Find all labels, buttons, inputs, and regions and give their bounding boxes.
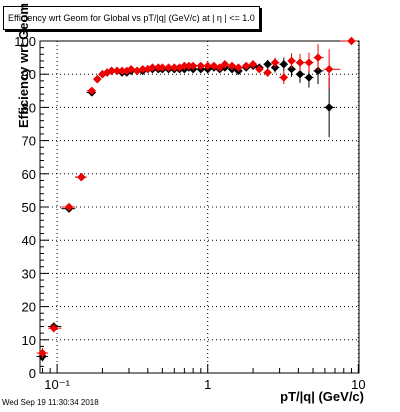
data-point [287,65,296,74]
y-tick-label: 30 [22,266,36,281]
x-tick-label: 10 [351,377,365,392]
data-point [313,66,323,76]
data-point [324,65,334,74]
y-tick-label: 100 [14,34,36,49]
axis-ticks: 0 10 20 30 40 50 60 70 80 90 100 10⁻¹ 1 10 [14,34,365,392]
data-point [175,63,184,72]
data-point [164,63,173,72]
data-point [102,68,112,77]
data-point [112,66,122,76]
series-1 [36,36,358,359]
y-tick-label: 60 [22,167,36,182]
y-axis-label: Efficiency wrt Geom (%) [16,0,31,128]
data-point [295,70,305,79]
data-point [138,65,147,74]
data-point [263,68,272,77]
data-point [324,103,334,112]
data-point [279,73,289,82]
data-point [188,61,198,71]
data-point [77,172,86,182]
data-point [117,66,127,76]
y-tick-label: 70 [22,134,36,149]
data-point [304,73,314,82]
data-point [38,348,47,358]
data-point [347,36,356,46]
data-point [313,53,323,62]
data-point [158,63,167,72]
data-point [132,66,142,76]
data-point [170,63,179,72]
y-tick-label: 0 [29,366,36,381]
data-point [220,60,230,69]
data-point [255,65,264,74]
data-point [49,323,58,333]
data-point [203,61,212,71]
data-point [196,61,206,71]
y-tick-label: 50 [22,200,36,215]
series-0 [36,57,336,362]
data-point [107,66,116,76]
data-point [209,61,219,71]
data-point [263,60,272,69]
x-tick-label: 10⁻¹ [44,377,70,392]
x-tick-label: 1 [204,377,211,392]
y-tick-label: 20 [22,300,36,315]
datestamp: Wed Sep 19 11:30:34 2018 [2,398,99,407]
data-point [93,74,102,84]
data-point [241,61,251,71]
data-point [234,63,243,72]
data-point [148,63,157,72]
data-point [64,202,74,212]
data-point [248,60,258,69]
y-tick-label: 10 [22,333,36,348]
data-point [279,60,289,69]
data-point [184,61,194,71]
data-point [295,58,305,67]
chart-title: Efficiency wrt Geom for Global vs pT/|q|… [3,6,260,30]
data-point [180,61,189,71]
x-axis-label: pT/|q| (GeV/c) [280,389,364,404]
y-tick-label: 40 [22,233,36,248]
data-point [87,86,97,95]
data-point [227,61,237,71]
grid [40,41,359,373]
series-layer [36,36,358,362]
data-point [287,56,296,66]
data-point [270,58,280,67]
y-tick-label: 80 [22,100,36,115]
data-point [215,63,224,72]
y-tick-label: 90 [22,67,36,82]
data-point [126,65,136,74]
data-point [304,58,314,67]
